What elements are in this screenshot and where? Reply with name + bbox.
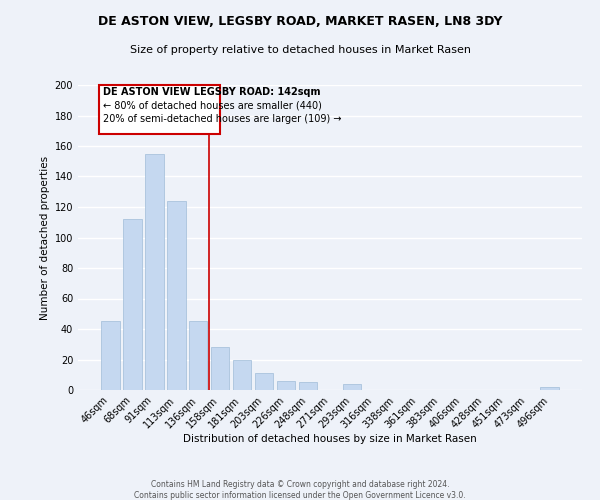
Text: DE ASTON VIEW, LEGSBY ROAD, MARKET RASEN, LN8 3DY: DE ASTON VIEW, LEGSBY ROAD, MARKET RASEN… — [98, 15, 502, 28]
Bar — [167, 201, 185, 390]
Bar — [277, 381, 295, 390]
Text: DE ASTON VIEW LEGSBY ROAD: 142sqm: DE ASTON VIEW LEGSBY ROAD: 142sqm — [103, 88, 320, 98]
Bar — [211, 348, 229, 390]
Bar — [343, 384, 361, 390]
Text: Contains HM Land Registry data © Crown copyright and database right 2024.: Contains HM Land Registry data © Crown c… — [151, 480, 449, 489]
Bar — [145, 154, 164, 390]
Bar — [541, 387, 559, 390]
FancyBboxPatch shape — [99, 85, 220, 134]
Bar — [255, 373, 274, 390]
Bar — [299, 382, 317, 390]
Y-axis label: Number of detached properties: Number of detached properties — [40, 156, 50, 320]
Text: 20% of semi-detached houses are larger (109) →: 20% of semi-detached houses are larger (… — [103, 114, 341, 124]
Text: Contains public sector information licensed under the Open Government Licence v3: Contains public sector information licen… — [134, 491, 466, 500]
Bar — [123, 219, 142, 390]
X-axis label: Distribution of detached houses by size in Market Rasen: Distribution of detached houses by size … — [183, 434, 477, 444]
Bar — [233, 360, 251, 390]
Text: ← 80% of detached houses are smaller (440): ← 80% of detached houses are smaller (44… — [103, 100, 322, 110]
Bar — [189, 322, 208, 390]
Bar — [101, 322, 119, 390]
Text: Size of property relative to detached houses in Market Rasen: Size of property relative to detached ho… — [130, 45, 470, 55]
